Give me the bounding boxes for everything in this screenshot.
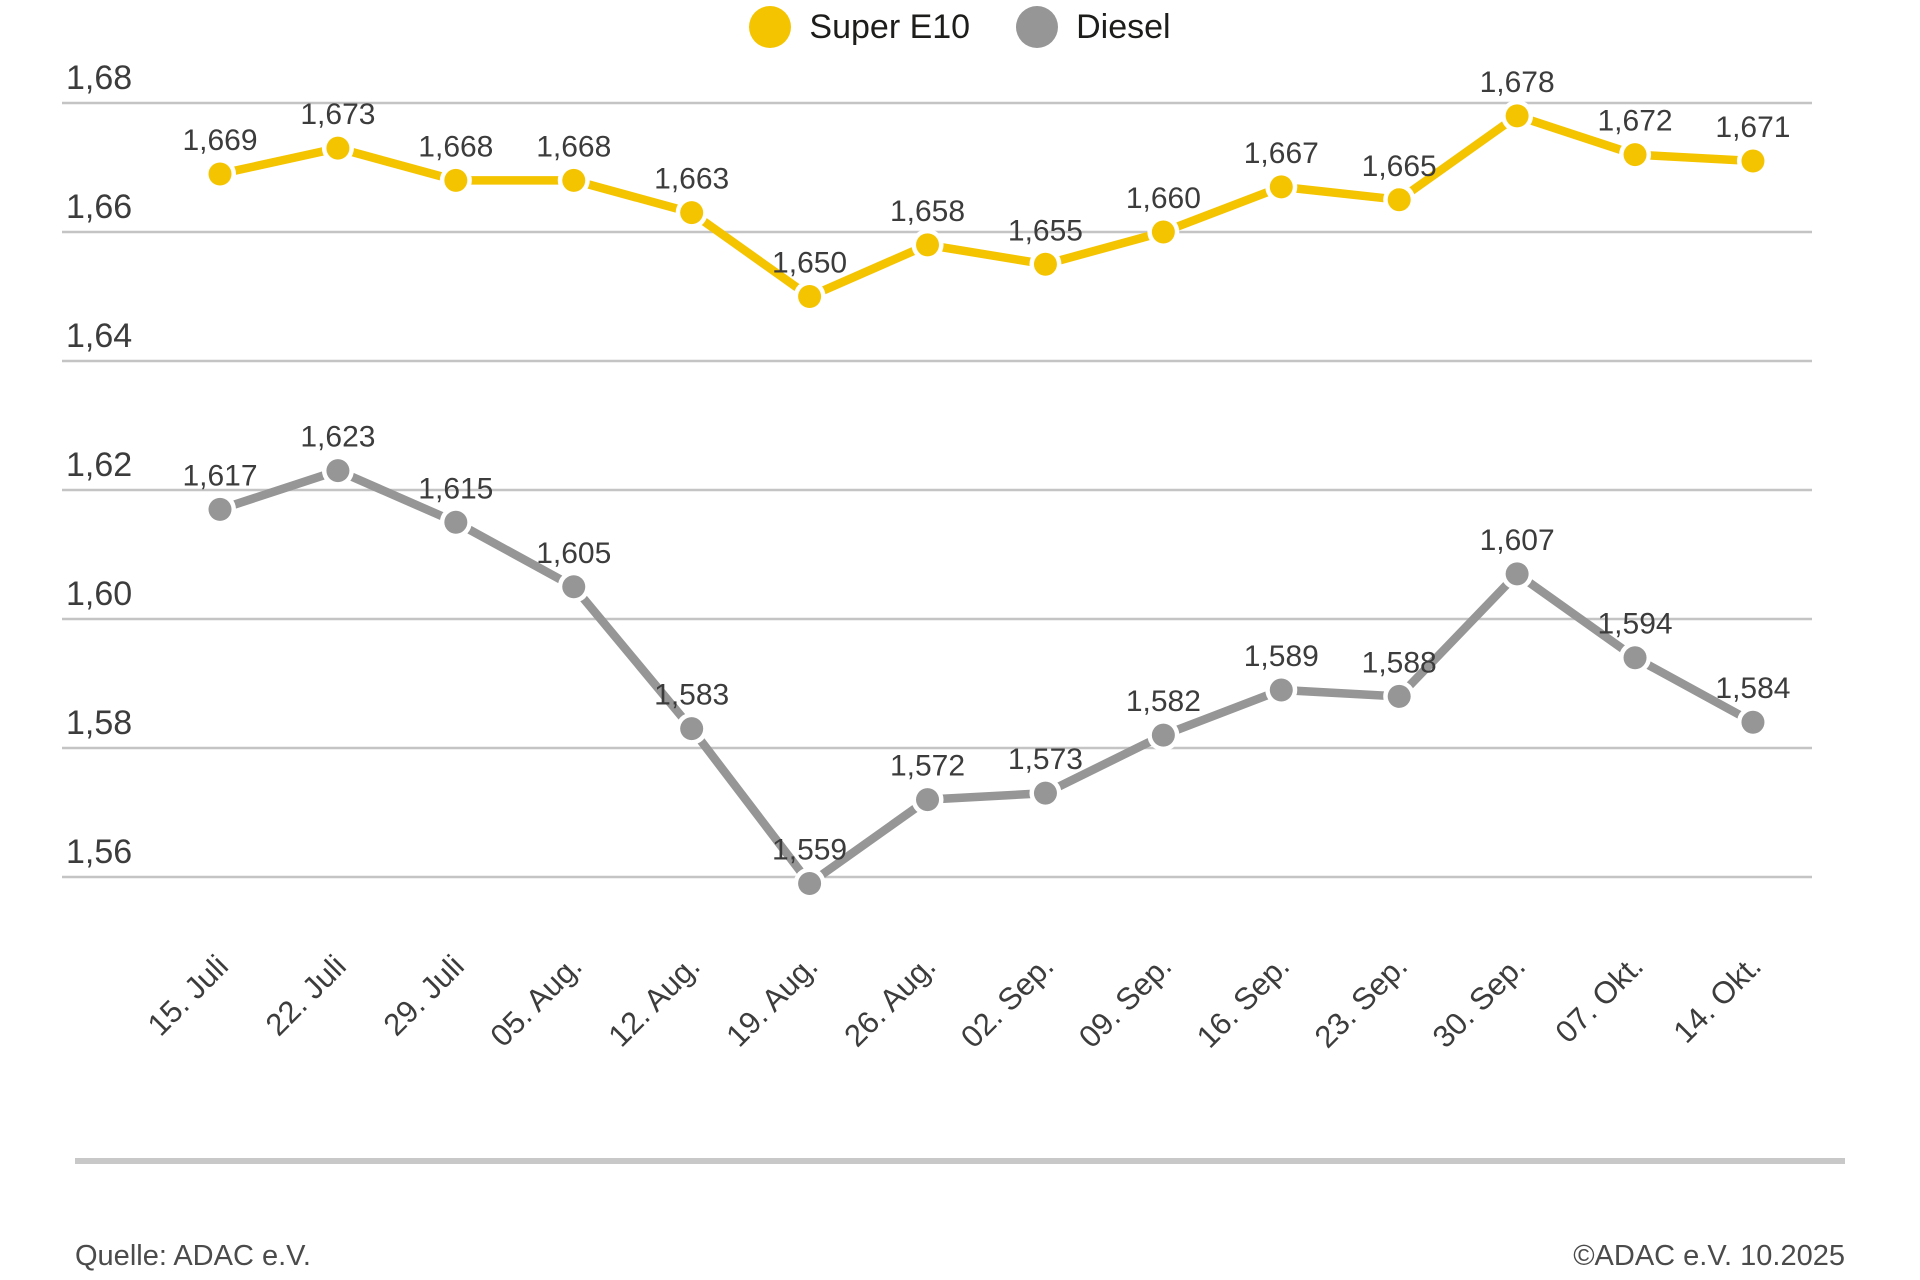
x-axis-tick: 05. Aug. xyxy=(484,948,589,1053)
diesel-point xyxy=(326,459,350,483)
diesel-point xyxy=(562,575,586,599)
diesel-value-label: 1,617 xyxy=(182,459,257,492)
x-axis-tick: 14. Okt. xyxy=(1666,948,1768,1050)
diesel-value-label: 1,615 xyxy=(418,472,493,505)
chart-legend: Super E10 Diesel xyxy=(0,6,1920,48)
diesel-value-label: 1,588 xyxy=(1362,646,1437,679)
legend-label-super-e10: Super E10 xyxy=(809,7,971,46)
copyright-text: ©ADAC e.V. 10.2025 xyxy=(1573,1240,1845,1272)
super-e10-point xyxy=(680,201,704,225)
x-axis-tick: 09. Sep. xyxy=(1072,948,1178,1054)
super-e10-value-label: 1,663 xyxy=(654,163,729,196)
diesel-value-label: 1,605 xyxy=(536,537,611,570)
diesel-value-label: 1,559 xyxy=(772,833,847,866)
x-axis-tick: 23. Sep. xyxy=(1308,948,1414,1054)
x-axis-tick: 26. Aug. xyxy=(837,948,942,1053)
diesel-point xyxy=(1505,562,1529,586)
diesel-value-label: 1,572 xyxy=(890,750,965,783)
y-axis-tick: 1,56 xyxy=(66,833,132,871)
diesel-value-label: 1,623 xyxy=(300,421,375,454)
super-e10-value-label: 1,668 xyxy=(536,130,611,163)
super-e10-point xyxy=(1269,175,1293,199)
super-e10-point xyxy=(326,136,350,160)
diesel-point xyxy=(798,871,822,895)
y-axis-tick: 1,66 xyxy=(66,188,132,226)
super-e10-point xyxy=(444,168,468,192)
diesel-point xyxy=(916,788,940,812)
super-e10-value-label: 1,650 xyxy=(772,247,847,280)
x-axis-tick: 12. Aug. xyxy=(601,948,706,1053)
super-e10-value-label: 1,671 xyxy=(1715,111,1790,144)
super-e10-value-label: 1,673 xyxy=(300,98,375,131)
super-e10-value-label: 1,660 xyxy=(1126,182,1201,215)
super-e10-value-label: 1,667 xyxy=(1244,137,1319,170)
diesel-point xyxy=(1623,646,1647,670)
legend-item-super-e10: Super E10 xyxy=(749,6,970,48)
super-e10-value-label: 1,669 xyxy=(182,124,257,157)
super-e10-point xyxy=(916,233,940,257)
super-e10-value-label: 1,658 xyxy=(890,195,965,228)
y-axis-tick: 1,60 xyxy=(66,575,132,613)
super-e10-point xyxy=(1151,220,1175,244)
super-e10-value-label: 1,678 xyxy=(1480,66,1555,99)
super-e10-point xyxy=(1741,149,1765,173)
diesel-point xyxy=(680,717,704,741)
diesel-point xyxy=(1741,710,1765,734)
diesel-point xyxy=(444,510,468,534)
diesel-point xyxy=(1269,678,1293,702)
diesel-value-label: 1,582 xyxy=(1126,685,1201,718)
super-e10-point xyxy=(1033,252,1057,276)
diesel-line xyxy=(218,466,1755,890)
super-e10-point xyxy=(1505,104,1529,128)
diesel-point xyxy=(1387,684,1411,708)
diesel-legend-dot-icon xyxy=(1016,6,1059,48)
x-axis-tick: 15. Juli xyxy=(141,948,235,1042)
x-axis-tick: 30. Sep. xyxy=(1426,948,1532,1054)
super-e10-point xyxy=(1387,188,1411,212)
source-text: Quelle: ADAC e.V. xyxy=(75,1240,311,1272)
x-axis-tick: 22. Juli xyxy=(259,948,353,1042)
y-axis-tick: 1,64 xyxy=(66,317,132,355)
legend-item-diesel: Diesel xyxy=(1016,6,1171,48)
diesel-value-label: 1,573 xyxy=(1008,743,1083,776)
x-axis-tick: 07. Okt. xyxy=(1548,948,1650,1050)
diesel-point xyxy=(1033,781,1057,805)
x-axis-tick: 19. Aug. xyxy=(719,948,824,1053)
diesel-value-label: 1,589 xyxy=(1244,640,1319,673)
diesel-point xyxy=(1151,723,1175,747)
y-axis-tick: 1,68 xyxy=(66,59,132,97)
diesel-point xyxy=(208,497,232,521)
super-e10-value-label: 1,665 xyxy=(1362,150,1437,183)
x-axis-tick: 16. Sep. xyxy=(1190,948,1296,1054)
super-e10-legend-dot-icon xyxy=(749,6,792,48)
diesel-value-label: 1,583 xyxy=(654,679,729,712)
super-e10-value-label: 1,668 xyxy=(418,130,493,163)
super-e10-line xyxy=(219,111,1754,302)
super-e10-point xyxy=(1623,143,1647,167)
diesel-value-label: 1,594 xyxy=(1598,608,1673,641)
y-axis-tick: 1,62 xyxy=(66,446,132,484)
diesel-value-label: 1,607 xyxy=(1480,524,1555,557)
diesel-value-label: 1,584 xyxy=(1715,672,1790,705)
super-e10-value-label: 1,655 xyxy=(1008,214,1083,247)
y-axis-tick: 1,58 xyxy=(66,704,132,742)
x-axis-tick: 02. Sep. xyxy=(954,948,1060,1054)
super-e10-point xyxy=(562,168,586,192)
super-e10-value-label: 1,672 xyxy=(1598,105,1673,138)
x-axis-tick: 29. Juli xyxy=(377,948,471,1042)
super-e10-point xyxy=(798,285,822,308)
legend-label-diesel: Diesel xyxy=(1076,7,1171,46)
footer-separator xyxy=(75,1158,1845,1164)
super-e10-point xyxy=(208,162,232,186)
